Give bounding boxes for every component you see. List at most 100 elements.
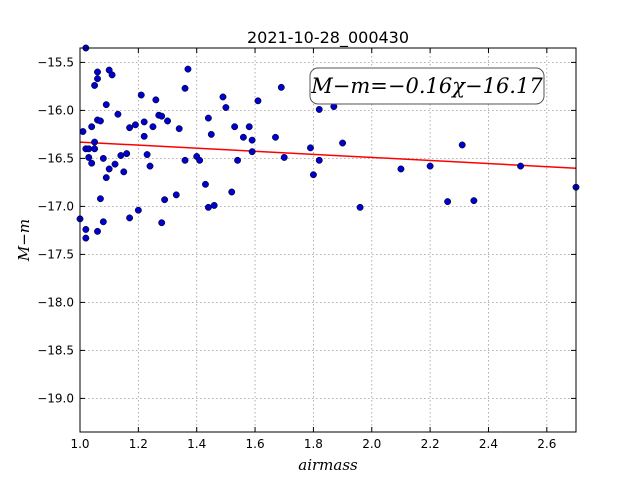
data-point bbox=[356, 203, 364, 211]
data-point bbox=[280, 153, 288, 161]
data-point bbox=[161, 196, 169, 204]
data-point bbox=[470, 197, 478, 205]
data-point bbox=[222, 104, 230, 111]
y-tick-label: −19.0 bbox=[37, 391, 74, 405]
data-point bbox=[239, 133, 247, 141]
y-tick-label: −15.5 bbox=[37, 55, 74, 69]
data-point bbox=[245, 123, 253, 131]
data-point bbox=[85, 145, 93, 153]
data-point bbox=[175, 125, 183, 133]
data-point bbox=[202, 180, 209, 188]
data-point bbox=[254, 97, 262, 105]
data-point bbox=[517, 162, 525, 170]
data-point bbox=[126, 124, 134, 132]
data-point bbox=[228, 188, 236, 196]
data-point bbox=[146, 162, 154, 170]
data-point bbox=[397, 165, 405, 173]
data-point bbox=[131, 121, 139, 129]
data-point bbox=[426, 162, 434, 170]
data-point bbox=[204, 203, 212, 211]
plot-area bbox=[76, 44, 580, 242]
data-point bbox=[114, 110, 122, 118]
data-point bbox=[79, 128, 87, 135]
data-point bbox=[207, 130, 215, 138]
y-tick-label: −16.5 bbox=[37, 151, 74, 165]
data-point bbox=[99, 154, 107, 162]
data-point bbox=[444, 198, 452, 206]
x-tick-label: 2.0 bbox=[362, 437, 381, 451]
x-tick-label: 1.6 bbox=[246, 437, 265, 451]
data-point bbox=[99, 218, 107, 226]
data-point bbox=[339, 139, 347, 147]
data-point bbox=[94, 227, 101, 235]
grid-lines bbox=[80, 48, 576, 432]
data-point bbox=[88, 159, 96, 167]
data-point bbox=[196, 156, 204, 164]
data-point bbox=[88, 123, 96, 131]
data-point bbox=[164, 117, 171, 125]
data-point bbox=[458, 141, 466, 149]
data-point bbox=[210, 201, 218, 209]
data-point bbox=[315, 105, 323, 113]
data-point bbox=[181, 156, 189, 164]
data-point bbox=[248, 136, 256, 144]
data-point bbox=[172, 191, 180, 199]
plot-frame bbox=[79, 47, 577, 433]
y-tick-label: −16.0 bbox=[37, 103, 74, 117]
annotation-frame bbox=[309, 67, 545, 105]
data-point bbox=[272, 133, 279, 141]
data-point bbox=[105, 165, 113, 173]
data-point bbox=[143, 151, 151, 159]
data-point bbox=[309, 171, 317, 179]
fit-line bbox=[79, 141, 577, 169]
fit-annotation: M−m=−0.16χ−16.17 bbox=[310, 74, 543, 98]
data-point bbox=[94, 75, 101, 83]
data-point bbox=[204, 114, 212, 122]
x-tick-label: 1.0 bbox=[70, 437, 89, 451]
data-point bbox=[140, 118, 148, 126]
data-point bbox=[91, 145, 99, 153]
data-point bbox=[231, 123, 239, 131]
data-point bbox=[149, 123, 157, 131]
data-point bbox=[82, 234, 90, 242]
data-point bbox=[120, 168, 128, 176]
x-axis-label: airmass bbox=[298, 456, 358, 474]
data-points bbox=[76, 44, 580, 242]
data-point bbox=[140, 132, 148, 140]
data-point bbox=[91, 81, 99, 89]
x-tick-label: 1.8 bbox=[304, 437, 323, 451]
y-tick-label: −18.0 bbox=[37, 295, 74, 309]
x-tick-label: 2.6 bbox=[537, 437, 556, 451]
y-tick-label: −17.5 bbox=[37, 247, 74, 261]
chart-title: 2021-10-28_000430 bbox=[247, 28, 409, 48]
data-point bbox=[108, 71, 116, 79]
data-point bbox=[91, 138, 99, 146]
x-tick-label: 1.4 bbox=[187, 437, 206, 451]
y-axis-ticks: −15.5 −16.0 −16.5 −17.0 −17.5 −18.0 −18.5 −19.0 bbox=[37, 55, 576, 405]
x-tick-label: 2.4 bbox=[479, 437, 498, 451]
data-point bbox=[248, 148, 256, 156]
data-point bbox=[315, 156, 323, 164]
data-point bbox=[82, 225, 90, 233]
fit-annotation-box: M−m=−0.16χ−16.17 bbox=[309, 67, 545, 105]
data-point bbox=[117, 152, 125, 159]
x-tick-label: 2.2 bbox=[421, 437, 440, 451]
data-point bbox=[307, 144, 314, 152]
data-point bbox=[96, 195, 104, 203]
data-point bbox=[126, 214, 134, 222]
data-point bbox=[234, 156, 242, 164]
data-point bbox=[184, 65, 192, 73]
data-point bbox=[137, 91, 145, 99]
data-point bbox=[277, 83, 285, 91]
data-point bbox=[158, 219, 166, 227]
y-tick-label: −18.5 bbox=[37, 343, 74, 357]
y-axis-label: M−m bbox=[15, 219, 33, 262]
data-point bbox=[111, 160, 119, 168]
data-point bbox=[94, 68, 101, 76]
data-point bbox=[158, 112, 166, 120]
x-axis-ticks: 1.0 1.2 1.4 1.6 1.8 2.0 2.2 2.4 2.6 bbox=[70, 48, 556, 451]
data-point bbox=[123, 150, 131, 158]
data-point bbox=[102, 101, 110, 109]
data-point bbox=[102, 174, 110, 182]
